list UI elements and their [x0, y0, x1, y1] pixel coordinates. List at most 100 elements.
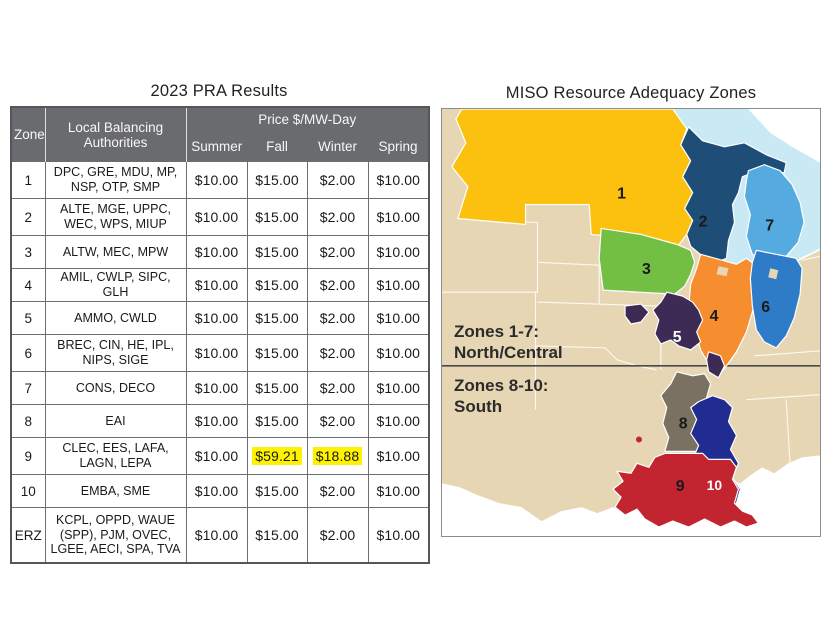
- winter-cell: $2.00: [306, 161, 369, 199]
- map-zone-4-label: 4: [710, 308, 719, 325]
- zone-cell: 1: [10, 161, 46, 199]
- summer-cell: $10.00: [185, 371, 248, 405]
- table-row: 4 AMIL, CWLP, SIPC, GLH $10.00 $15.00 $2…: [10, 268, 430, 302]
- legend-north-central: Zones 1-7: North/Central: [454, 321, 563, 363]
- highlighted-value: $18.88: [312, 447, 363, 465]
- summer-column-header: Summer: [186, 131, 247, 162]
- table-row: 1 DPC, GRE, MDU, MP, NSP, OTP, SMP $10.0…: [10, 161, 430, 199]
- fall-cell: $15.00: [246, 334, 308, 372]
- spring-cell: $10.00: [367, 437, 430, 475]
- legend-south: Zones 8-10: South: [454, 375, 548, 417]
- spring-cell: $10.00: [367, 507, 430, 564]
- winter-cell: $2.00: [306, 371, 369, 405]
- summer-cell: $10.00: [185, 198, 248, 236]
- winter-cell: $2.00: [306, 268, 369, 302]
- lba-cell: BREC, CIN, HE, IPL, NIPS, SIGE: [44, 334, 187, 372]
- table-row: 6 BREC, CIN, HE, IPL, NIPS, SIGE $10.00 …: [10, 334, 430, 372]
- summer-cell: $10.00: [185, 161, 248, 199]
- map-canvas: 1 2 3 4 5 6 7 8 9 10: [442, 109, 820, 536]
- summer-cell: $10.00: [185, 437, 248, 475]
- map-zone-3-region: [598, 227, 696, 295]
- summer-cell: $10.00: [185, 404, 248, 438]
- map-zone-5-label: 5: [673, 329, 682, 346]
- legend-north-line1: Zones 1-7:: [454, 322, 540, 341]
- fall-cell: $15.00: [246, 507, 308, 564]
- map-zone-2-region: [680, 126, 787, 263]
- winter-cell: $2.00: [306, 474, 369, 508]
- winter-column-header: Winter: [307, 131, 368, 162]
- map-zone-6-label: 6: [761, 299, 770, 316]
- winter-cell: $2.00: [306, 301, 369, 335]
- lba-cell: ALTE, MGE, UPPC, WEC, WPS, MIUP: [44, 198, 187, 236]
- zone-cell: 5: [10, 301, 46, 335]
- summer-cell: $10.00: [185, 268, 248, 302]
- spring-cell: $10.00: [367, 198, 430, 236]
- price-units-header: Price $/MW-Day: [186, 107, 430, 131]
- lba-column-header: Local Balancing Authorities: [45, 107, 187, 162]
- pra-results-table: Zone Local Balancing Authorities Price $…: [10, 106, 431, 564]
- fall-cell: $15.00: [246, 404, 308, 438]
- fall-cell-highlighted: $59.21: [246, 437, 308, 475]
- highlighted-value: $59.21: [252, 447, 302, 465]
- spring-cell: $10.00: [367, 161, 430, 199]
- table-row: 3 ALTW, MEC, MPW $10.00 $15.00 $2.00 $10…: [10, 235, 430, 269]
- map-zone-5-southeast-patch: [706, 351, 726, 379]
- winter-cell: $2.00: [306, 334, 369, 372]
- map-zone-8-label: 8: [679, 415, 688, 432]
- zone-cell: 6: [10, 334, 46, 372]
- table-row: 10 EMBA, SME $10.00 $15.00 $2.00 $10.00: [10, 474, 430, 508]
- map-zone-1-label: 1: [617, 186, 626, 203]
- lba-cell: KCPL, OPPD, WAUE (SPP), PJM, OVEC, LGEE,…: [44, 507, 187, 564]
- spring-cell: $10.00: [367, 371, 430, 405]
- fall-cell: $15.00: [246, 371, 308, 405]
- winter-cell: $2.00: [306, 235, 369, 269]
- spring-cell: $10.00: [367, 268, 430, 302]
- zone-cell: 7: [10, 371, 46, 405]
- legend-south-line2: South: [454, 397, 503, 416]
- winter-cell-highlighted: $18.88: [306, 437, 369, 475]
- summer-cell: $10.00: [185, 301, 248, 335]
- map-zone-10-label: 10: [707, 477, 723, 493]
- map-zone-9-region: [612, 452, 759, 528]
- summer-cell: $10.00: [185, 235, 248, 269]
- lba-cell: EMBA, SME: [44, 474, 187, 508]
- spring-cell: $10.00: [367, 235, 430, 269]
- lba-cell: AMMO, CWLD: [44, 301, 187, 335]
- map-title: MISO Resource Adequacy Zones: [505, 84, 757, 102]
- fall-cell: $15.00: [246, 301, 308, 335]
- zone-4-inner-patch: [716, 266, 729, 277]
- spring-cell: $10.00: [367, 334, 430, 372]
- zone-cell: 10: [10, 474, 46, 508]
- zone-cell: 2: [10, 198, 46, 236]
- fall-cell: $15.00: [246, 198, 308, 236]
- table-row-zone-9: 9 CLEC, EES, LAFA, LAGN, LEPA $10.00 $59…: [10, 437, 430, 475]
- fall-cell: $15.00: [246, 268, 308, 302]
- map-zone-3-label: 3: [642, 261, 651, 278]
- spring-column-header: Spring: [368, 131, 430, 162]
- winter-cell: $2.00: [306, 404, 369, 438]
- winter-cell: $2.00: [306, 507, 369, 564]
- table-row: 7 CONS, DECO $10.00 $15.00 $2.00 $10.00: [10, 371, 430, 405]
- map-zone-7-label: 7: [765, 217, 774, 234]
- zone-cell: ERZ: [10, 507, 46, 564]
- zone-cell: 4: [10, 268, 46, 302]
- zone-cell: 3: [10, 235, 46, 269]
- lba-cell: AMIL, CWLP, SIPC, GLH: [44, 268, 187, 302]
- lba-cell: CLEC, EES, LAFA, LAGN, LEPA: [44, 437, 187, 475]
- spring-cell: $10.00: [367, 474, 430, 508]
- table-row-erz: ERZ KCPL, OPPD, WAUE (SPP), PJM, OVEC, L…: [10, 507, 430, 564]
- table-row: 8 EAI $10.00 $15.00 $2.00 $10.00: [10, 404, 430, 438]
- lba-cell: DPC, GRE, MDU, MP, NSP, OTP, SMP: [44, 161, 187, 199]
- fall-cell: $15.00: [246, 235, 308, 269]
- pra-results-title: 2023 PRA Results: [150, 82, 288, 100]
- summer-cell: $10.00: [185, 507, 248, 564]
- lba-cell: EAI: [44, 404, 187, 438]
- table-row: 5 AMMO, CWLD $10.00 $15.00 $2.00 $10.00: [10, 301, 430, 335]
- spring-cell: $10.00: [367, 301, 430, 335]
- map-zone-9-label: 9: [676, 478, 685, 495]
- zone-cell: 8: [10, 404, 46, 438]
- legend-south-line1: Zones 8-10:: [454, 376, 549, 395]
- legend-north-line2: North/Central: [454, 343, 563, 362]
- map-zone-5-west-patch: [624, 303, 650, 325]
- lba-cell: ALTW, MEC, MPW: [44, 235, 187, 269]
